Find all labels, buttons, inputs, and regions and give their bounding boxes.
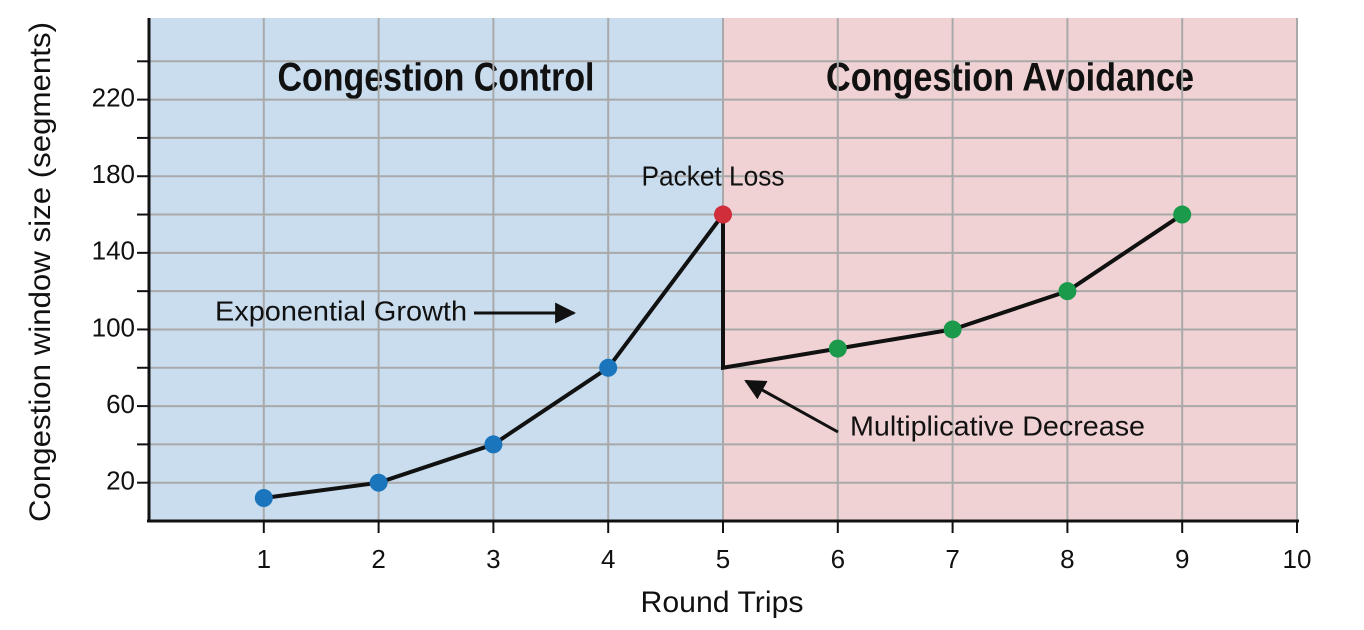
point [254, 489, 273, 508]
point [943, 320, 962, 339]
annotation: Multiplicative Decrease [850, 410, 1145, 441]
y-axis-title: Congestion window size (segments) [24, 22, 57, 522]
y-tick-label: 60 [106, 389, 135, 419]
point [369, 473, 388, 492]
x-tick-label: 2 [371, 544, 385, 574]
region-label: Congestion Control [278, 56, 595, 100]
marks [254, 205, 1192, 508]
y-tick-label: 220 [92, 82, 135, 112]
point [599, 358, 618, 377]
x-axis-title: Round Trips [641, 586, 804, 619]
point [714, 205, 732, 224]
y-tick-label: 140 [92, 236, 135, 266]
region [149, 18, 723, 521]
point [1173, 205, 1192, 224]
x-tick-label: 8 [1060, 544, 1074, 574]
y-tick-label: 100 [92, 312, 135, 342]
y-tick-label: 180 [92, 159, 135, 189]
point [828, 339, 847, 358]
annotation-arrow [744, 379, 839, 434]
region-label: Congestion Avoidance [826, 56, 1194, 100]
line [263, 208, 1184, 500]
y-tick-label: 20 [106, 466, 135, 496]
x-tick-label: 1 [257, 544, 271, 574]
point [484, 435, 503, 454]
x-tick-label: 4 [601, 544, 615, 574]
point [1058, 282, 1077, 301]
x-tick-label: 3 [486, 544, 500, 574]
x-tick-label: 10 [1283, 544, 1312, 574]
x-tick-label: 5 [716, 544, 730, 574]
x-tick-label: 7 [945, 544, 959, 574]
annotation: Exponential Growth [215, 295, 467, 326]
annotation: Packet Loss [642, 160, 785, 191]
x-tick-label: 6 [831, 544, 845, 574]
region [723, 18, 1297, 521]
regions: Congestion Control Congestion Avoidance [149, 18, 1297, 521]
x-tick-label: 9 [1175, 544, 1189, 574]
